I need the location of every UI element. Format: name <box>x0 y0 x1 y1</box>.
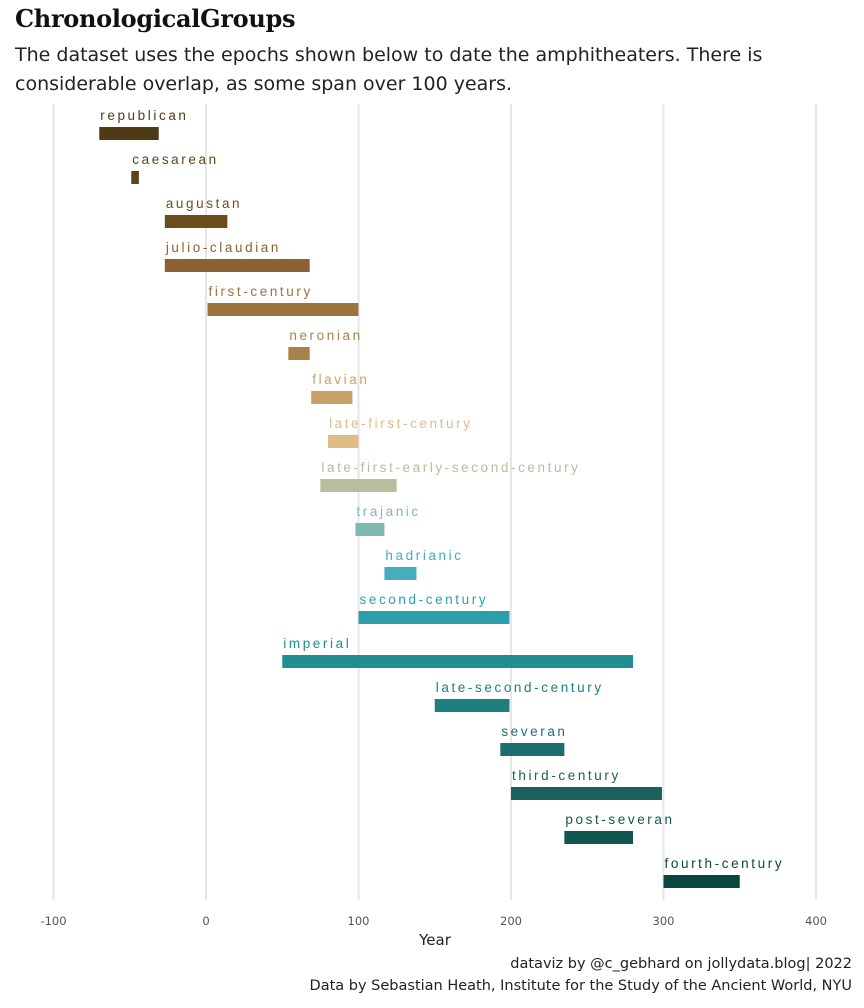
x-tick-label: 0 <box>202 914 209 928</box>
bar-republican <box>99 127 159 140</box>
footer-source: Data by Sebastian Heath, Institute for t… <box>309 978 852 994</box>
x-tick-label: 100 <box>348 914 370 928</box>
bar-trajanic <box>355 523 385 536</box>
bar-label-post-severan: post-severan <box>565 812 674 827</box>
bar-hadrianic <box>384 567 417 580</box>
bar-label-late-first-century: late-first-century <box>329 416 473 431</box>
x-tick-label: 300 <box>653 914 675 928</box>
gridlines <box>52 104 817 900</box>
x-axis-label: Year <box>418 931 452 949</box>
bar-augustan <box>164 215 228 228</box>
bar-labels-group: republican caesarean augustan julio-claudia… <box>100 108 785 871</box>
bar-neronian <box>288 347 310 360</box>
bar-label-second-century: second-century <box>360 592 489 607</box>
bar-label-hadrianic: hadrianic <box>385 548 463 563</box>
bar-first-century <box>207 303 359 316</box>
bar-label-imperial: imperial <box>283 636 351 651</box>
bar-label-trajanic: trajanic <box>356 504 420 519</box>
bar-label-late-second-century: late-second-century <box>436 680 604 695</box>
bar-label-late-first-early-second-century: late-first-early-second-century <box>321 460 580 475</box>
x-axis-ticks: -100 0 100 200 300 400 <box>40 914 827 928</box>
bar-caesarean <box>131 171 139 184</box>
bar-label-first-century: first-century <box>209 284 313 299</box>
x-tick-label: 400 <box>805 914 827 928</box>
bar-label-flavian: flavian <box>312 372 369 387</box>
x-tick-label: 200 <box>500 914 522 928</box>
bar-label-augustan: augustan <box>166 196 242 211</box>
bar-second-century <box>358 611 510 624</box>
bar-flavian <box>311 391 353 404</box>
footer-credit: dataviz by @c_gebhard on jollydata.blog|… <box>510 956 852 972</box>
bar-label-caesarean: caesarean <box>132 152 218 167</box>
bar-third-century <box>511 787 662 800</box>
chart-title: ChronologicalGroups <box>15 4 296 33</box>
bar-label-republican: republican <box>100 108 188 123</box>
chart-subtitle: The dataset uses the epochs shown below … <box>15 44 763 95</box>
bar-label-neronian: neronian <box>289 328 362 343</box>
bar-fourth-century <box>663 875 740 888</box>
bar-imperial <box>282 655 633 668</box>
bar-late-second-century <box>434 699 510 712</box>
bar-label-third-century: third-century <box>512 768 621 783</box>
bars-group <box>99 127 740 888</box>
bar-post-severan <box>564 831 633 844</box>
bar-severan <box>500 743 565 756</box>
x-tick-label: -100 <box>40 914 66 928</box>
bar-late-first-early-second-century <box>320 479 397 492</box>
bar-julio-claudian <box>164 259 310 272</box>
bar-late-first-century <box>328 435 359 448</box>
bar-label-severan: severan <box>501 724 567 739</box>
bar-label-fourth-century: fourth-century <box>665 856 785 871</box>
bar-label-julio-claudian: julio-claudian <box>165 240 281 255</box>
